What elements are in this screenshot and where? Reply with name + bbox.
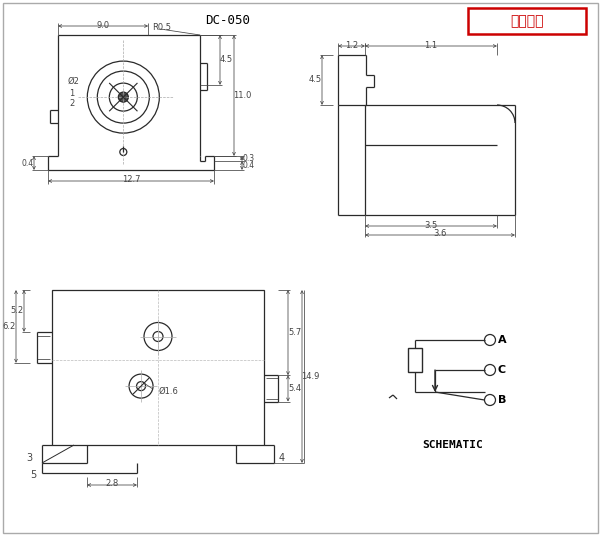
Text: 2.8: 2.8 <box>105 480 118 488</box>
Text: 3: 3 <box>26 453 32 463</box>
Text: 9.0: 9.0 <box>97 20 109 29</box>
Text: SCHEMATIC: SCHEMATIC <box>422 440 483 450</box>
Bar <box>408 348 422 372</box>
Text: 5.4: 5.4 <box>288 384 302 393</box>
Text: 4.5: 4.5 <box>308 76 322 85</box>
Text: Ø1.6: Ø1.6 <box>159 386 179 396</box>
Text: R0.5: R0.5 <box>152 23 171 32</box>
Text: 5: 5 <box>30 470 36 480</box>
Text: C: C <box>498 365 506 375</box>
Text: 0.4: 0.4 <box>22 159 34 167</box>
Bar <box>52 290 264 445</box>
Circle shape <box>118 92 129 102</box>
Text: 1.1: 1.1 <box>424 41 438 49</box>
Text: 5.7: 5.7 <box>288 328 302 337</box>
Text: 3.6: 3.6 <box>433 229 447 239</box>
Text: 1.2: 1.2 <box>345 41 358 49</box>
Text: B: B <box>498 395 506 405</box>
Text: 4.5: 4.5 <box>219 55 233 64</box>
Text: Ø2: Ø2 <box>68 77 80 86</box>
Text: 0.3: 0.3 <box>243 154 255 163</box>
Text: 3.5: 3.5 <box>424 220 438 229</box>
Text: 11.0: 11.0 <box>233 91 251 100</box>
Text: 5.2: 5.2 <box>10 307 23 315</box>
Text: 14.9: 14.9 <box>301 372 319 381</box>
Text: 1: 1 <box>69 88 75 98</box>
Text: 2: 2 <box>69 99 75 108</box>
Text: 0.4: 0.4 <box>243 161 255 170</box>
Text: 6.2: 6.2 <box>2 322 16 331</box>
Text: 受控文件: 受控文件 <box>510 14 544 28</box>
Text: 4: 4 <box>279 453 285 463</box>
Text: DC-050: DC-050 <box>205 13 250 26</box>
Text: 12.7: 12.7 <box>122 175 140 184</box>
Bar <box>468 8 586 34</box>
Text: A: A <box>498 335 506 345</box>
